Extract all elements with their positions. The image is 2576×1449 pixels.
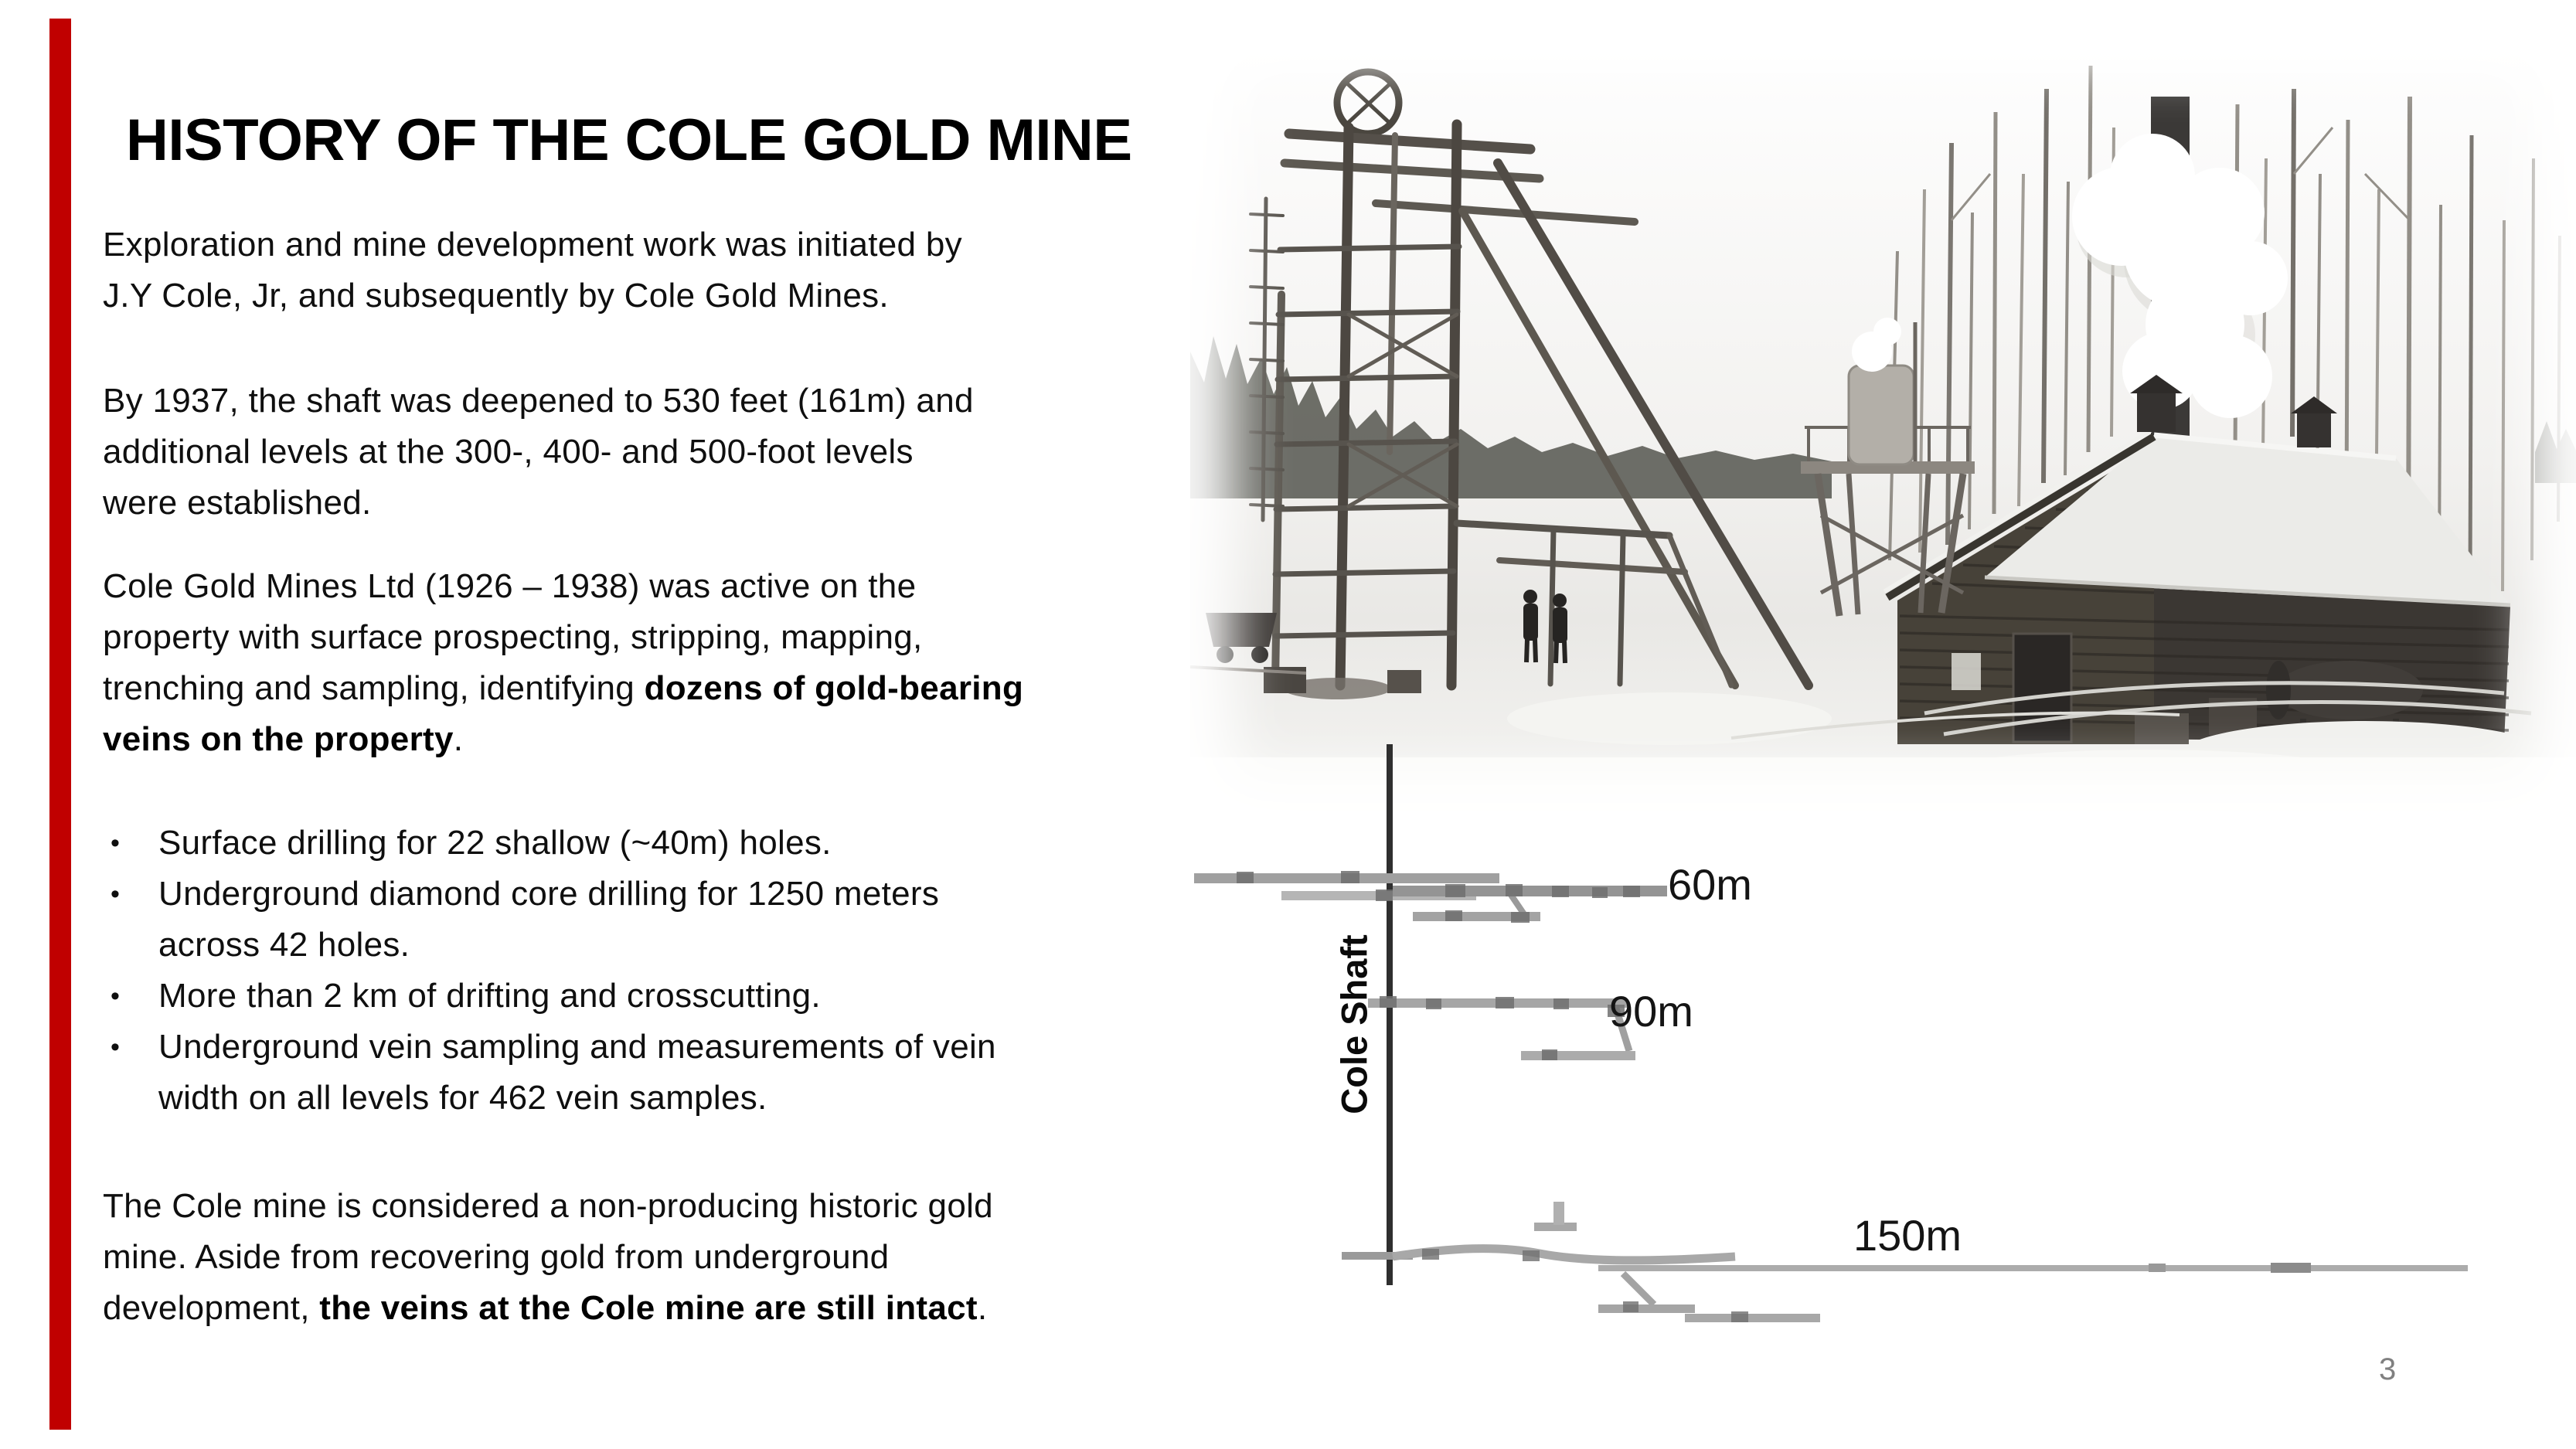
text-run: . [453,720,464,758]
text-line: More than 2 km of drifting and crosscutt… [158,977,821,1015]
historic-mine-photo [1190,19,2576,819]
level-150m-drift [1342,1202,2468,1322]
photo-steam-cloud [2072,134,2288,418]
text-line: width on all levels for 462 vein samples… [158,1079,767,1117]
page-number: 3 [2379,1352,2397,1386]
bullet-list: • Surface drilling for 22 shallow (~40m)… [103,818,996,1124]
label-60m: 60m [1668,860,1752,909]
paragraph-conclusion: The Cole mine is considered a non-produc… [103,1181,993,1334]
level-60m-drift [1194,871,1667,923]
photo-roof-cupolas [2130,375,2337,447]
text-run-bold: the veins at the Cole mine are still int… [319,1289,978,1327]
text-line: were established. [103,484,372,522]
text-line: Underground vein sampling and measuremen… [158,1028,996,1066]
photo-headframe [1249,68,1813,699]
bullet-dot: • [111,879,120,909]
text-line: Cole Gold Mines Ltd (1926 – 1938) was ac… [103,567,917,605]
paragraph-1937-shaft: By 1937, the shaft was deepened to 530 f… [103,376,974,529]
text-run-bold: veins on the property [103,720,454,758]
text-line: Surface drilling for 22 shallow (~40m) h… [158,824,832,862]
red-accent-bar [49,19,71,1430]
level-90m-drift [1368,996,1635,1060]
bullet-dot: • [111,981,120,1011]
bullet-dot: • [111,828,120,858]
text-line: veins on the property. [103,714,1023,765]
photo-cabin-sign [1952,653,1981,690]
photo-snow-ground [1190,681,2576,819]
photo-ore-cart [1190,613,1307,675]
bullet-item-core-drilling: • Underground diamond core drilling for … [103,869,996,971]
paragraph-cole-gold-mines: Cole Gold Mines Ltd (1926 – 1938) was ac… [103,561,1023,765]
label-150m: 150m [1853,1211,1962,1260]
label-90m: 90m [1609,987,1693,1036]
paragraph-exploration: Exploration and mine development work wa… [103,219,962,321]
text-line: By 1937, the shaft was deepened to 530 f… [103,382,974,420]
bullet-dot: • [111,1032,120,1062]
text-line: across 42 holes. [158,926,410,964]
shaft-line [1387,744,1393,1285]
page-title: HISTORY OF THE COLE GOLD MINE [126,107,1132,173]
text-line: trenching and sampling, identifying doze… [103,663,1023,714]
text-run: trenching and sampling, identifying [103,669,645,707]
bullet-item-surface-drilling: • Surface drilling for 22 shallow (~40m)… [103,818,996,869]
photo-cabin-door [2012,632,2073,743]
bullet-item-drifting: • More than 2 km of drifting and crosscu… [103,971,996,1022]
text-line: property with surface prospecting, strip… [103,618,923,656]
text-line: additional levels at the 300-, 400- and … [103,433,914,471]
text-line: Exploration and mine development work wa… [103,226,962,264]
text-run-bold: dozens of gold-bearing [644,669,1024,707]
text-line: Underground diamond core drilling for 12… [158,875,940,913]
text-run: . [977,1289,988,1327]
bullet-item-vein-sampling: • Underground vein sampling and measurem… [103,1022,996,1124]
shaft-level-diagram [1190,726,2489,1352]
photo-treeline-right [2535,421,2576,483]
photo-log-cabin [1883,375,2511,744]
text-line: J.Y Cole, Jr, and subsequently by Cole G… [103,277,889,315]
photo-trestle-tower [1801,318,1975,617]
photo-miners [1523,590,1567,664]
text-line: mine. Aside from recovering gold from un… [103,1238,890,1276]
text-run: development, [103,1289,320,1327]
text-line: The Cole mine is considered a non-produc… [103,1187,993,1225]
text-line: development, the veins at the Cole mine … [103,1283,993,1334]
photo-snow-roof [1985,435,2510,605]
cole-shaft-label: Cole Shaft [1333,934,1375,1114]
